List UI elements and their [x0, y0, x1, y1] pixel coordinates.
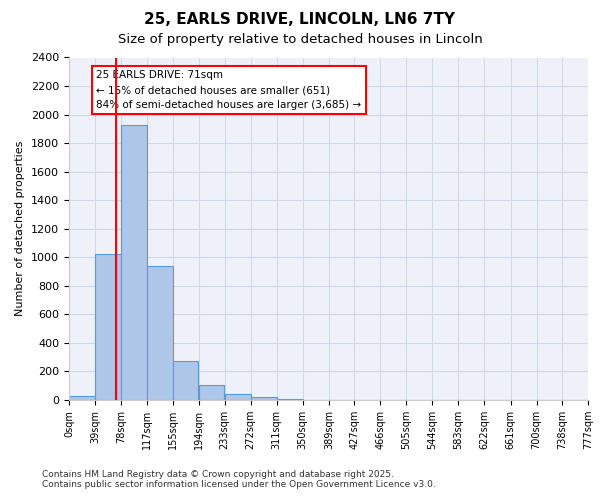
Bar: [148, 266, 173, 400]
Bar: [69, 396, 95, 400]
Bar: [173, 362, 199, 400]
Text: 25, EARLS DRIVE, LINCOLN, LN6 7TY: 25, EARLS DRIVE, LINCOLN, LN6 7TY: [145, 12, 455, 28]
Bar: [225, 394, 251, 400]
Bar: [121, 124, 147, 400]
Bar: [95, 254, 121, 400]
Text: 25 EARLS DRIVE: 71sqm
← 15% of detached houses are smaller (651)
84% of semi-det: 25 EARLS DRIVE: 71sqm ← 15% of detached …: [97, 70, 362, 110]
Text: Size of property relative to detached houses in Lincoln: Size of property relative to detached ho…: [118, 32, 482, 46]
Y-axis label: Number of detached properties: Number of detached properties: [16, 141, 25, 316]
Bar: [251, 397, 277, 400]
Bar: [199, 385, 224, 400]
Text: Contains HM Land Registry data © Crown copyright and database right 2025.
Contai: Contains HM Land Registry data © Crown c…: [42, 470, 436, 489]
